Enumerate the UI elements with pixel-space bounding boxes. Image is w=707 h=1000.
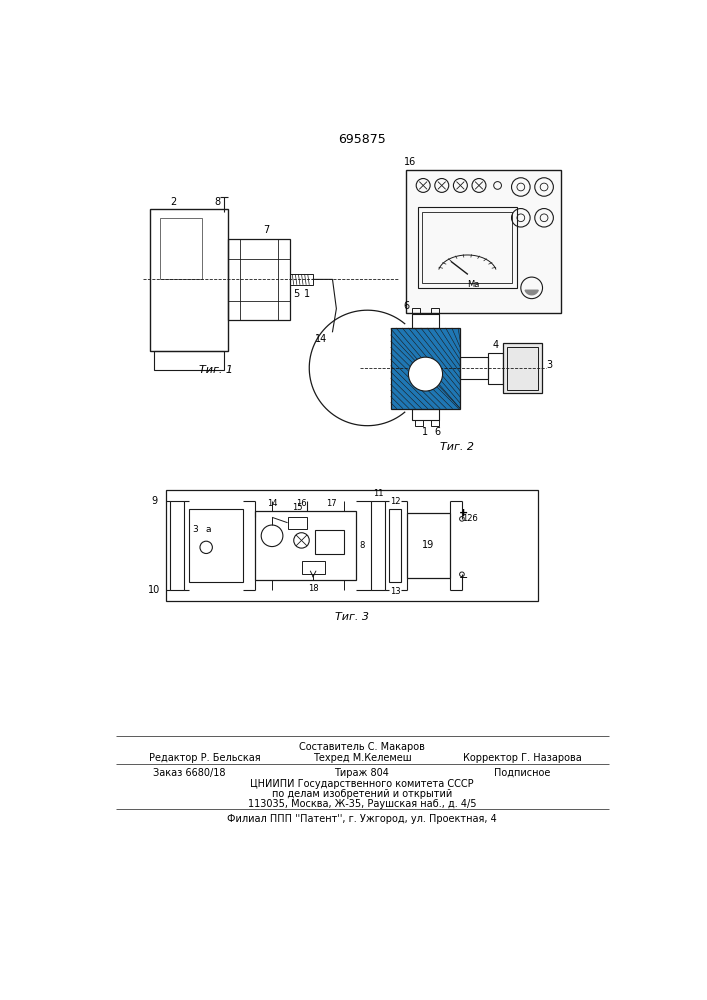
Text: 113035, Москва, Ж-35, Раушская наб., д. 4/5: 113035, Москва, Ж-35, Раушская наб., д. … — [247, 799, 477, 809]
Text: 4: 4 — [492, 340, 498, 350]
Circle shape — [409, 357, 443, 391]
Bar — [431, 308, 438, 314]
Text: Составитель С. Макаров: Составитель С. Макаров — [299, 742, 425, 752]
Text: 12б: 12б — [462, 514, 477, 523]
Text: Филиал ППП ''Патент'', г. Ужгород, ул. Проектная, 4: Филиал ППП ''Патент'', г. Ужгород, ул. П… — [227, 814, 497, 824]
Text: 16: 16 — [404, 157, 416, 167]
Bar — [418, 207, 517, 288]
Polygon shape — [525, 290, 538, 295]
Bar — [407, 513, 450, 578]
Bar — [488, 353, 503, 384]
Bar — [170, 501, 184, 590]
Text: 6: 6 — [403, 301, 409, 311]
Text: 1: 1 — [304, 289, 310, 299]
Text: 10: 10 — [148, 585, 160, 595]
Text: по делам изобретений и открытий: по делам изобретений и открытий — [271, 789, 452, 799]
Text: Редактор Р. Бельская: Редактор Р. Бельская — [148, 753, 260, 763]
Text: 16: 16 — [296, 499, 307, 508]
Text: 18: 18 — [308, 584, 318, 593]
Text: 8: 8 — [215, 197, 221, 207]
Bar — [431, 420, 438, 426]
Bar — [412, 409, 438, 420]
Bar — [154, 351, 224, 370]
Text: 9: 9 — [151, 496, 158, 506]
Text: 7: 7 — [264, 225, 270, 235]
Text: Тираж 804: Тираж 804 — [334, 768, 390, 778]
Text: ЦНИИПИ Государственного комитета СССР: ЦНИИПИ Государственного комитета СССР — [250, 779, 474, 789]
Bar — [406, 170, 561, 312]
Bar — [391, 328, 460, 409]
Text: 11: 11 — [373, 489, 383, 498]
Text: 3: 3 — [192, 525, 198, 534]
Bar — [416, 420, 423, 426]
Bar — [301, 561, 325, 574]
Bar — [151, 209, 228, 351]
Bar — [412, 308, 420, 314]
Text: 17: 17 — [326, 499, 337, 508]
Bar — [412, 314, 438, 328]
Text: Τиг. 3: Τиг. 3 — [335, 612, 369, 622]
Text: Τиг. 1: Τиг. 1 — [199, 365, 233, 375]
Text: 8: 8 — [359, 541, 365, 550]
Text: Корректор Г. Назарова: Корректор Г. Назарова — [463, 753, 582, 763]
Text: Τиг. 2: Τиг. 2 — [440, 442, 474, 452]
Text: 19: 19 — [421, 540, 434, 550]
Text: Подписное: Подписное — [494, 768, 551, 778]
Text: Техред М.Келемеш: Техред М.Келемеш — [312, 753, 411, 763]
Bar — [290, 274, 313, 285]
Text: 12: 12 — [390, 497, 401, 506]
Bar — [391, 328, 460, 409]
Text: 695875: 695875 — [338, 133, 386, 146]
Text: a: a — [206, 525, 211, 534]
Bar — [160, 218, 202, 279]
Text: Мa: Мa — [467, 280, 480, 289]
Text: 2: 2 — [170, 197, 177, 207]
Bar — [228, 239, 290, 320]
Text: 14: 14 — [267, 499, 277, 508]
Text: +: + — [459, 508, 468, 518]
Bar — [507, 347, 538, 389]
Bar — [288, 517, 307, 529]
Text: −: − — [459, 573, 468, 583]
Bar — [460, 357, 488, 379]
Text: 13: 13 — [390, 587, 401, 596]
Bar — [315, 530, 344, 554]
Bar — [189, 509, 243, 582]
Text: Заказ 6680/18: Заказ 6680/18 — [153, 768, 226, 778]
Bar — [389, 509, 401, 582]
Text: 15: 15 — [293, 503, 303, 512]
Text: 1: 1 — [423, 427, 428, 437]
Bar — [255, 511, 356, 580]
Bar — [422, 212, 513, 283]
Bar — [166, 490, 538, 601]
Text: 5: 5 — [293, 289, 299, 299]
Text: 3: 3 — [547, 360, 553, 370]
Bar — [503, 343, 542, 393]
Text: 14: 14 — [315, 334, 327, 344]
Text: 6: 6 — [434, 427, 440, 437]
Bar — [371, 501, 385, 590]
